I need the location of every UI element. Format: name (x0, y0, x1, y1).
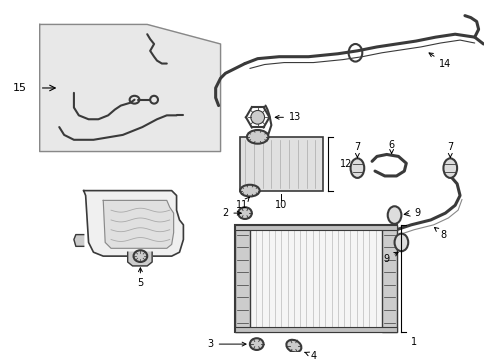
Ellipse shape (133, 250, 147, 262)
Bar (235, 225, 396, 332)
Text: 10: 10 (274, 200, 286, 210)
Bar (235, 225, 396, 230)
Text: 7: 7 (354, 141, 360, 158)
Ellipse shape (387, 206, 401, 224)
Polygon shape (74, 235, 83, 246)
Text: 9: 9 (383, 252, 397, 264)
Polygon shape (127, 252, 152, 266)
Text: 5: 5 (137, 268, 143, 288)
Text: 13: 13 (275, 112, 301, 122)
Ellipse shape (249, 338, 263, 350)
Polygon shape (40, 24, 220, 152)
Circle shape (250, 111, 264, 124)
Bar (235, 225, 249, 332)
Ellipse shape (443, 158, 456, 178)
Bar (240, 137, 323, 191)
Text: 8: 8 (434, 228, 446, 240)
Text: 12: 12 (339, 159, 351, 169)
Bar (235, 328, 396, 332)
Text: 1: 1 (410, 337, 416, 347)
Ellipse shape (238, 207, 251, 219)
Text: 9: 9 (413, 208, 419, 218)
Polygon shape (83, 191, 183, 256)
Bar (381, 225, 396, 332)
Text: 4: 4 (304, 351, 316, 360)
Ellipse shape (286, 340, 301, 352)
Ellipse shape (246, 130, 268, 144)
Ellipse shape (394, 234, 407, 251)
Ellipse shape (350, 158, 364, 178)
Ellipse shape (240, 185, 259, 197)
Text: 3: 3 (207, 339, 245, 349)
Text: 14: 14 (428, 53, 450, 68)
Text: 15: 15 (13, 83, 27, 93)
Text: 11: 11 (235, 197, 249, 210)
Polygon shape (103, 201, 173, 248)
Text: 7: 7 (446, 141, 452, 158)
Text: 6: 6 (388, 140, 394, 153)
Text: 2: 2 (222, 208, 241, 218)
